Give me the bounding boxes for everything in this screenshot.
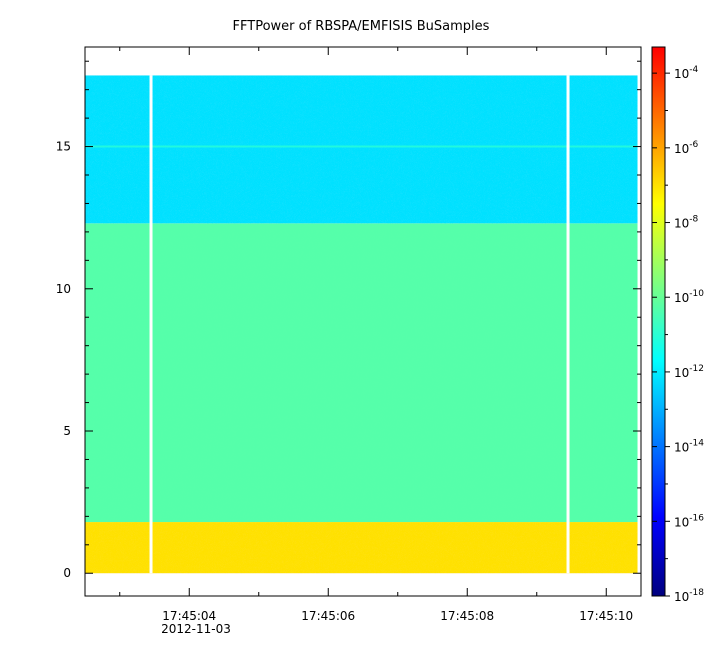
x-axis-date-label: 2012-11-03 <box>161 622 231 636</box>
colorbar-tick-label: 10-14 <box>674 439 704 455</box>
y-tick-label: 5 <box>63 424 71 438</box>
x-tick-label: 17:45:08 <box>440 609 494 623</box>
plot-frame <box>84 46 642 597</box>
y-tick-label: 0 <box>63 566 71 580</box>
colorbar-frame <box>651 46 666 597</box>
colorbar-tick-label: 10-16 <box>674 513 704 529</box>
colorbar-tick-label: 10-4 <box>674 65 699 81</box>
power-band-2 <box>85 75 638 224</box>
power-band-0 <box>85 522 638 574</box>
power-band-1 <box>85 223 638 523</box>
data-gaps <box>149 75 570 574</box>
data-gap-0 <box>149 75 153 574</box>
spectrogram-plot-area <box>85 75 638 574</box>
colorbar-tick-label: 10-12 <box>674 364 704 380</box>
y-tick-label: 10 <box>56 282 71 296</box>
colorbar: 10-18 10-16 10-14 10-12 10-10 10-8 10-6 10-4 <box>651 46 704 604</box>
colorbar-tick-label: 10-6 <box>674 140 699 156</box>
x-axis: 17:45:04 17:45:06 17:45:08 17:45:10 <box>119 47 633 623</box>
data-gap-1 <box>566 75 570 574</box>
colorbar-tick-label: 10-10 <box>674 289 704 305</box>
spectrogram-bands <box>85 75 638 574</box>
x-tick-label: 17:45:10 <box>579 609 633 623</box>
colorbar-tick-label: 10-8 <box>674 215 699 231</box>
x-tick-label: 17:45:04 <box>162 609 216 623</box>
y-axis: 0 5 10 15 <box>56 60 641 580</box>
colorbar-gradient <box>652 47 665 596</box>
x-tick-label: 17:45:06 <box>301 609 355 623</box>
colorbar-tick-label: 10-18 <box>674 588 704 604</box>
y-tick-label: 15 <box>56 140 71 154</box>
chart-title: FFTPower of RBSPA/EMFISIS BuSamples <box>233 19 490 34</box>
